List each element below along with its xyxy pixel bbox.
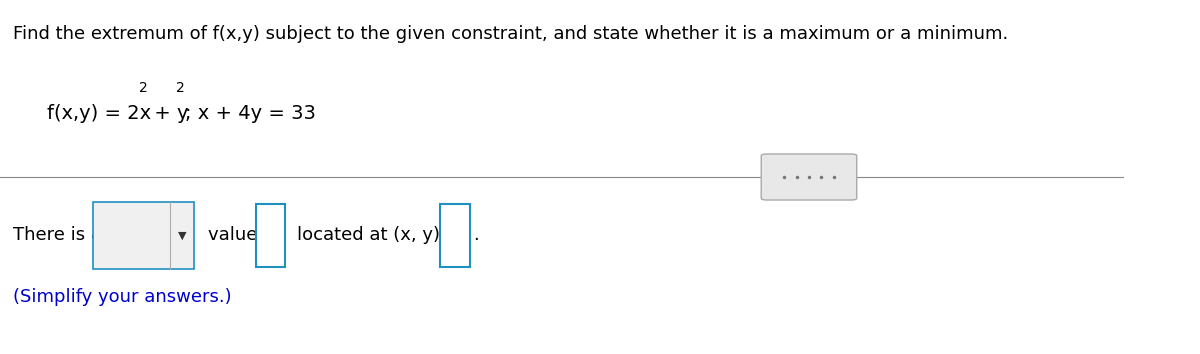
Text: ▼: ▼ xyxy=(178,230,186,240)
Text: 2: 2 xyxy=(176,81,185,96)
FancyBboxPatch shape xyxy=(761,154,857,200)
FancyBboxPatch shape xyxy=(256,204,286,267)
Text: 2: 2 xyxy=(139,81,148,96)
Text: located at (x, y) =: located at (x, y) = xyxy=(296,227,461,244)
FancyBboxPatch shape xyxy=(440,204,469,267)
Text: f(x,y) = 2x: f(x,y) = 2x xyxy=(47,104,151,123)
Text: + y: + y xyxy=(149,104,188,123)
Text: (Simplify your answers.): (Simplify your answers.) xyxy=(13,289,232,306)
Text: value of: value of xyxy=(208,227,281,244)
FancyBboxPatch shape xyxy=(94,202,194,269)
Text: Find the extremum of f(x,y) subject to the given constraint, and state whether i: Find the extremum of f(x,y) subject to t… xyxy=(13,25,1009,43)
Text: .: . xyxy=(473,227,479,244)
Text: ; x + 4y = 33: ; x + 4y = 33 xyxy=(185,104,317,123)
Text: There is a: There is a xyxy=(13,227,102,244)
